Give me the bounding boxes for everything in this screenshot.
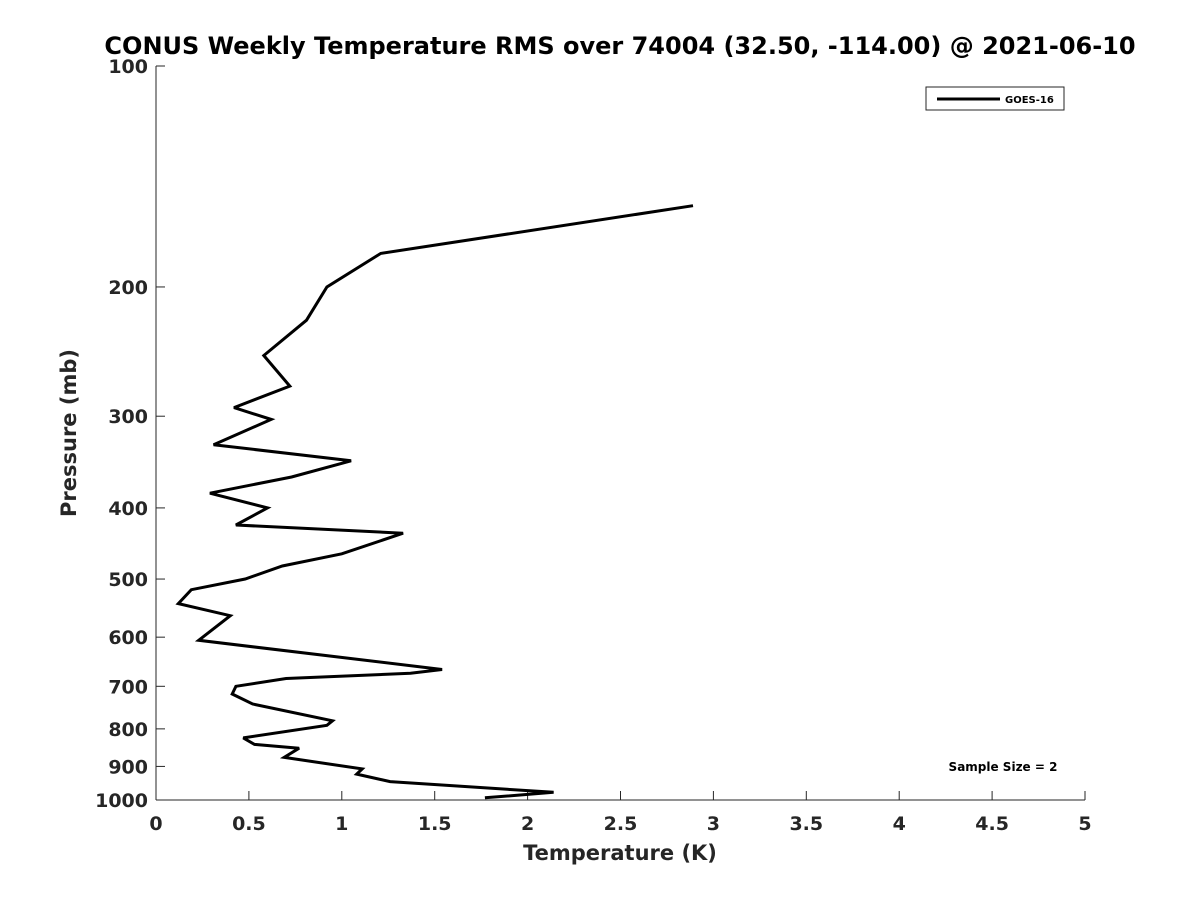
y-tick-label: 300	[108, 406, 148, 428]
y-tick-label: 800	[108, 719, 148, 741]
x-tick-label: 4	[893, 813, 906, 835]
y-tick-label: 900	[108, 756, 148, 778]
x-tick-label: 1.5	[418, 813, 452, 835]
sample-size-annotation: Sample Size = 2	[949, 760, 1058, 774]
series-line-goes-16	[175, 204, 694, 800]
legend-label-goes-16: GOES-16	[1005, 95, 1054, 106]
x-axis-label: Temperature (K)	[523, 841, 717, 865]
y-tick-label: 100	[108, 56, 148, 78]
y-axis-ticks: 100 200 300 400 500 600 700 800 900 1000	[95, 56, 165, 812]
x-tick-label: 4.5	[975, 813, 1009, 835]
y-tick-label: 700	[108, 676, 148, 698]
x-tick-label: 2	[521, 813, 534, 835]
x-tick-label: 0.5	[232, 813, 266, 835]
x-tick-label: 5	[1078, 813, 1091, 835]
x-axis-ticks: 0 0.5 1 1.5 2 2.5 3 3.5 4 4.5 5	[149, 791, 1092, 835]
x-tick-label: 0	[149, 813, 162, 835]
y-axis-label: Pressure (mb)	[57, 349, 81, 517]
x-tick-label: 2.5	[604, 813, 638, 835]
legend: GOES-16	[925, 86, 1065, 111]
y-tick-label: 400	[108, 498, 148, 520]
series-layer	[175, 204, 694, 800]
x-tick-label: 3.5	[789, 813, 823, 835]
chart-title: CONUS Weekly Temperature RMS over 74004 …	[104, 32, 1135, 60]
y-tick-label: 600	[108, 627, 148, 649]
y-tick-label: 200	[108, 277, 148, 299]
x-tick-label: 3	[707, 813, 720, 835]
y-tick-label: 1000	[95, 790, 148, 812]
x-tick-label: 1	[335, 813, 348, 835]
y-tick-label: 500	[108, 569, 148, 591]
plot-area: 0 0.5 1 1.5 2 2.5 3 3.5 4 4.5 5 100 200 300 400 500 600…	[95, 56, 1092, 835]
